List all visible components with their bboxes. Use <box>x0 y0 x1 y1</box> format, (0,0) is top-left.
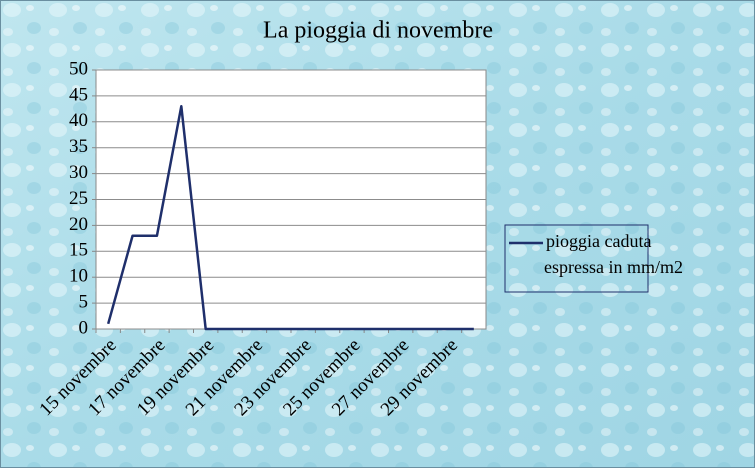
y-tick-label: 5 <box>79 291 89 312</box>
y-tick-label: 50 <box>69 58 88 79</box>
y-tick-label: 20 <box>69 214 88 235</box>
data-line <box>106 105 474 331</box>
y-tick-label: 30 <box>69 162 88 183</box>
y-tick-label: 0 <box>79 317 89 338</box>
y-tick-label: 40 <box>69 110 88 131</box>
y-tick-label: 15 <box>69 240 88 261</box>
y-tick-label: 10 <box>69 266 88 287</box>
y-tick-label: 35 <box>69 136 88 157</box>
legend-label: pioggia caduta espressa in mm/m2 <box>544 231 683 277</box>
chart-title: La pioggia di novembre <box>263 18 493 44</box>
y-tick-label: 45 <box>69 84 88 105</box>
y-tick-label: 25 <box>69 188 88 209</box>
legend-box <box>504 224 649 293</box>
